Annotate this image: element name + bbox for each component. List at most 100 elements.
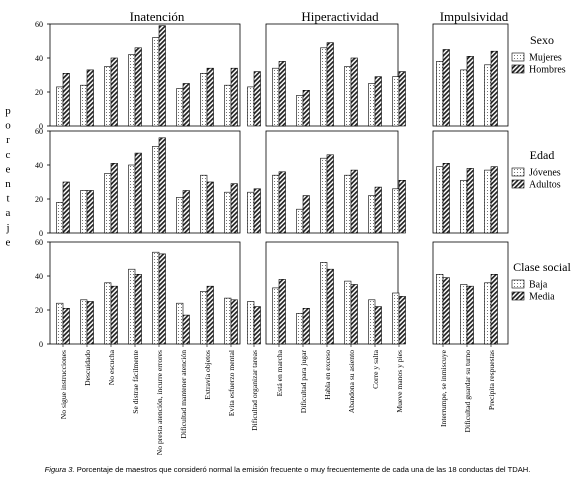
bar-mujeres (484, 64, 492, 127)
bar-hombres (182, 83, 190, 127)
legend-label-jóvenes: Jóvenes (529, 168, 561, 179)
bar-jóvenes (152, 146, 160, 234)
bar-mujeres (296, 95, 304, 127)
bar-adultos (206, 181, 214, 234)
legend-label-baja: Baja (529, 280, 548, 291)
bar-jóvenes (320, 157, 328, 234)
bar-mujeres (272, 67, 280, 127)
bar-hombres (278, 61, 286, 127)
bar-jóvenes (460, 180, 468, 234)
bar-mujeres (80, 84, 88, 127)
bar-baja (484, 282, 492, 345)
bar-adultos (62, 181, 70, 234)
bar-hombres (490, 50, 498, 127)
panel-frame-group-1 (49, 23, 241, 127)
bar-jóvenes (80, 190, 88, 234)
bar-hombres (86, 69, 94, 127)
legend-label-mujeres: Mujeres (529, 53, 562, 64)
bar-mujeres (368, 83, 376, 127)
y-tick-label: 40 (35, 272, 43, 281)
y-axis-label-letter: e (6, 236, 11, 248)
bar-adultos (253, 188, 261, 234)
y-axis-label-letter: c (6, 149, 11, 161)
bar-media (86, 301, 94, 345)
legend-swatch-hombres (511, 64, 525, 74)
x-tick-label: Precipita respuestas (487, 350, 496, 410)
bar-adultos (182, 190, 190, 234)
legend-label-media: Media (529, 292, 555, 303)
x-tick-label: Corre y salta (371, 349, 380, 388)
bar-jóvenes (344, 174, 352, 234)
bar-mujeres (56, 86, 64, 127)
bar-mujeres (152, 37, 160, 127)
bar-mujeres (176, 88, 184, 127)
bar-media (398, 296, 406, 345)
bar-baja (104, 282, 112, 345)
x-tick-label: No presta atención, incurre errores (155, 350, 164, 455)
bar-mujeres (247, 86, 255, 127)
bar-media (206, 285, 214, 345)
bar-mujeres (200, 73, 208, 127)
x-tick-label: Evita esfuerzo mental (227, 350, 236, 416)
bar-adultos (374, 186, 382, 234)
bar-adultos (110, 163, 118, 234)
caption-text: Porcentaje de maestros que consideró nor… (76, 465, 531, 474)
bar-jóvenes (128, 164, 136, 234)
bar-hombres (110, 57, 118, 127)
y-tick-label: 60 (35, 20, 43, 29)
bar-adultos (398, 180, 406, 234)
legend-label-hombres: Hombres (529, 65, 566, 76)
bar-baja (200, 290, 208, 345)
bar-adultos (466, 168, 474, 234)
x-tick-label: Se distrae fácilmente (131, 349, 140, 413)
bar-baja (436, 273, 444, 345)
bar-media (466, 285, 474, 345)
x-tick-label: Dificultad organizar tareas (250, 350, 259, 431)
bar-baja (176, 302, 184, 345)
bar-adultos (230, 183, 238, 234)
bar-baja (344, 280, 352, 345)
bar-baja (392, 292, 400, 345)
bar-mujeres (224, 84, 232, 127)
panel-frame-group-1 (49, 130, 241, 234)
y-tick-label: 40 (35, 54, 43, 63)
y-axis-label-letter: j (5, 222, 9, 234)
y-axis-label-letter: o (5, 120, 11, 132)
x-tick-label: Descuidado (83, 350, 92, 386)
legend-swatch-jóvenes (511, 167, 525, 177)
bar-baja (224, 297, 232, 345)
chart-root: Inatención Hiperactividad Impulsividad porc… (5, 9, 571, 455)
bar-media (302, 307, 310, 345)
bar-baja (460, 284, 468, 345)
bar-hombres (253, 71, 261, 127)
x-tick-label: Mueve manos y pies (395, 350, 404, 413)
bar-hombres (230, 67, 238, 127)
bar-mujeres (460, 69, 468, 127)
x-tick-label: Habla en exceso (323, 350, 332, 400)
bar-adultos (442, 163, 450, 234)
bar-hombres (206, 67, 214, 127)
y-axis-label-letter: n (5, 178, 11, 190)
legend-title: Edad (530, 148, 555, 162)
bar-adultos (350, 169, 358, 234)
bar-baja (320, 262, 328, 345)
bar-baja (56, 302, 64, 345)
x-tick-label: Dificultad mantener atención (179, 350, 188, 439)
y-axis-label-letter: p (5, 105, 11, 117)
bar-mujeres (320, 47, 328, 127)
bar-mujeres (436, 61, 444, 127)
bar-mujeres (128, 54, 136, 127)
bar-jóvenes (104, 173, 112, 234)
legend-label-adultos: Adultos (529, 180, 561, 191)
x-tick-label: Interrumpe, se inmiscuye (439, 349, 448, 427)
bar-hombres (326, 42, 334, 127)
bar-media (158, 253, 166, 345)
bar-hombres (158, 25, 166, 127)
bar-media (326, 268, 334, 345)
y-axis-label-letter: e (6, 163, 11, 175)
bar-baja (80, 299, 88, 345)
bar-media (278, 279, 286, 345)
bar-baja (152, 251, 160, 345)
